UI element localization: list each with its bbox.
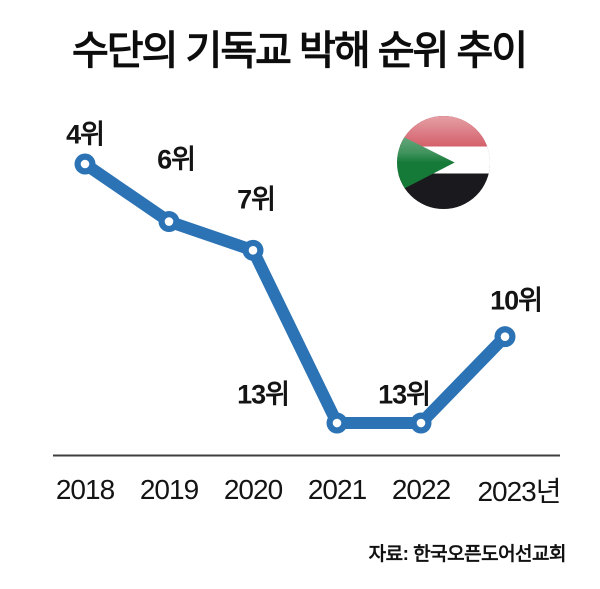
data-point-label: 13위 <box>237 379 290 410</box>
x-tick-label: 2019 <box>139 474 199 505</box>
data-point-label: 10위 <box>490 285 543 316</box>
data-point-marker-hole <box>164 217 174 226</box>
chart-title: 수단의 기독교 박해 순위 추이 <box>72 29 528 73</box>
trend-line <box>79 158 511 430</box>
data-point-label: 13위 <box>378 379 431 410</box>
data-point-label: 6위 <box>157 144 196 175</box>
data-point-marker-hole <box>500 332 510 341</box>
data-point-marker-hole <box>248 246 258 255</box>
data-point-markers <box>74 153 516 434</box>
data-point-marker-hole <box>332 418 342 428</box>
x-tick-label: 2023년 <box>477 476 561 507</box>
data-point-marker-hole <box>80 159 90 169</box>
data-point-label: 4위 <box>66 119 105 150</box>
x-tick-label: 2018 <box>55 474 115 505</box>
x-tick-label: 2022 <box>391 474 451 505</box>
x-tick-label: 2021 <box>307 474 367 505</box>
x-tick-label: 2020 <box>223 474 283 505</box>
data-point-marker-hole <box>416 418 426 428</box>
data-point-label: 7위 <box>237 184 276 215</box>
source-note: 자료: 한국오픈도어선교회 <box>368 544 567 565</box>
